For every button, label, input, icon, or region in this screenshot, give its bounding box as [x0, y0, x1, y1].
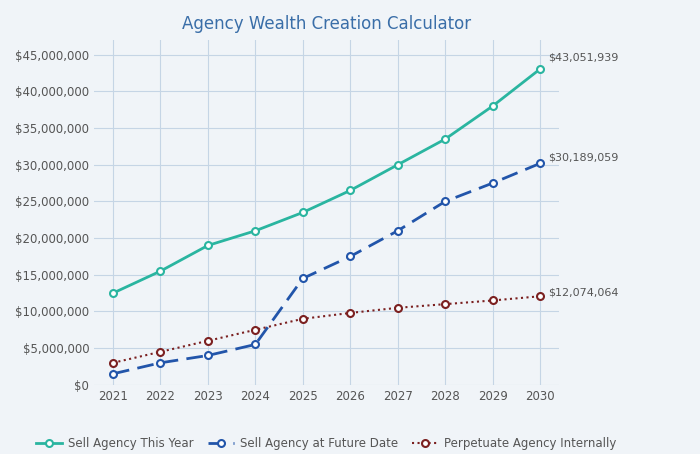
Sell Agency at Future Date [156, 360, 164, 365]
Sell Agency This Year [108, 291, 117, 296]
Perpetuate Agency Internally [299, 316, 307, 321]
Perpetuate Agency Internally [441, 301, 449, 307]
Perpetuate Agency Internally [251, 327, 260, 332]
Perpetuate Agency Internally [204, 338, 212, 344]
Line: Sell Agency at Future Date: Sell Agency at Future Date [109, 160, 543, 377]
Line: Perpetuate Agency Internally: Perpetuate Agency Internally [109, 293, 543, 366]
Perpetuate Agency Internally [108, 360, 117, 365]
Text: $43,051,939: $43,051,939 [548, 53, 619, 63]
Perpetuate Agency Internally [346, 310, 354, 316]
Sell Agency This Year [156, 268, 164, 274]
Sell Agency This Year [536, 66, 544, 72]
Sell Agency at Future Date [108, 371, 117, 376]
Sell Agency This Year [489, 104, 497, 109]
Perpetuate Agency Internally [489, 298, 497, 303]
Perpetuate Agency Internally [536, 294, 544, 299]
Text: $30,189,059: $30,189,059 [548, 153, 619, 163]
Sell Agency This Year [299, 210, 307, 215]
Sell Agency at Future Date [489, 180, 497, 186]
Title: Agency Wealth Creation Calculator: Agency Wealth Creation Calculator [182, 15, 471, 33]
Legend: Sell Agency This Year, Sell Agency at Future Date, Perpetuate Agency Internally: Sell Agency This Year, Sell Agency at Fu… [32, 432, 622, 454]
Perpetuate Agency Internally [393, 305, 402, 311]
Sell Agency at Future Date [346, 254, 354, 259]
Sell Agency This Year [393, 162, 402, 168]
Sell Agency at Future Date [204, 353, 212, 358]
Sell Agency at Future Date [299, 276, 307, 281]
Sell Agency This Year [251, 228, 260, 233]
Sell Agency at Future Date [536, 161, 544, 166]
Sell Agency This Year [204, 243, 212, 248]
Sell Agency This Year [346, 188, 354, 193]
Text: $12,074,064: $12,074,064 [548, 288, 619, 298]
Sell Agency at Future Date [441, 199, 449, 204]
Sell Agency This Year [441, 136, 449, 142]
Line: Sell Agency This Year: Sell Agency This Year [109, 65, 543, 296]
Sell Agency at Future Date [393, 228, 402, 233]
Perpetuate Agency Internally [156, 349, 164, 355]
Sell Agency at Future Date [251, 342, 260, 347]
